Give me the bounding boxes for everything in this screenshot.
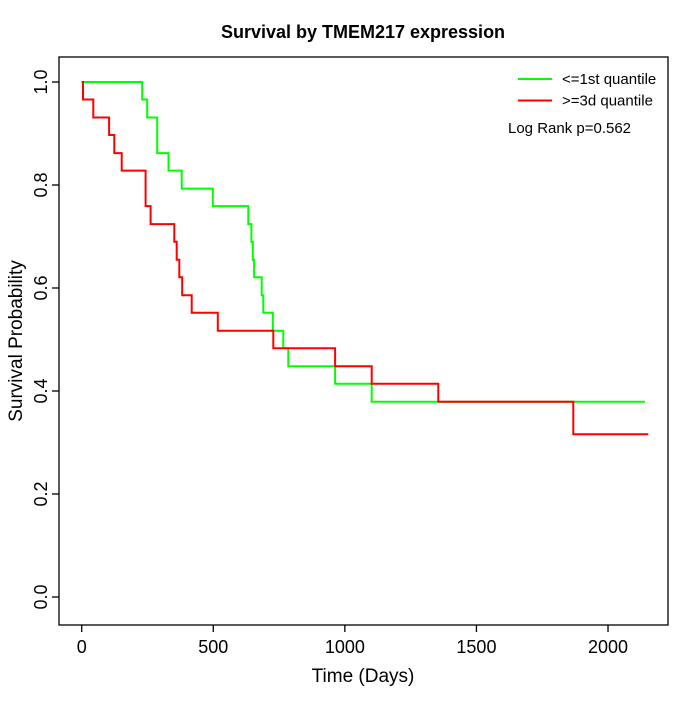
legend-label-low-expression: <=1st quantile: [562, 71, 656, 88]
y-axis-title: Survival Probability: [6, 260, 27, 422]
survival-curve-high-expression: [81, 81, 649, 436]
chart-title: Survival by TMEM217 expression: [221, 22, 505, 42]
legend: <=1st quantile >=3d quantile Log Rank p=…: [508, 71, 656, 137]
legend-label-high-expression: >=3d quantile: [562, 93, 653, 110]
y-tick-label: 1.0: [31, 69, 51, 94]
y-tick-label: 0.6: [31, 275, 51, 300]
x-axis-title: Time (Days): [312, 666, 415, 687]
x-tick-label: 1500: [456, 637, 496, 657]
plot-border-box: [58, 56, 669, 626]
y-tick-label: 0.4: [31, 378, 51, 403]
y-tick-label: 0.2: [31, 481, 51, 506]
log-rank-pvalue: Log Rank p=0.562: [508, 120, 631, 137]
x-tick-label: 0: [77, 637, 87, 657]
x-tick-label: 500: [198, 637, 228, 657]
survival-curve-low-expression: [81, 81, 645, 403]
y-tick-label: 0.0: [31, 584, 51, 609]
y-axis-ticks: 0.0 0.2 0.4 0.6 0.8 1.0: [31, 69, 59, 610]
x-tick-label: 1000: [325, 637, 365, 657]
x-tick-label: 2000: [588, 637, 628, 657]
y-tick-label: 0.8: [31, 172, 51, 197]
x-axis-ticks: 0 500 1000 1500 2000: [77, 625, 628, 657]
